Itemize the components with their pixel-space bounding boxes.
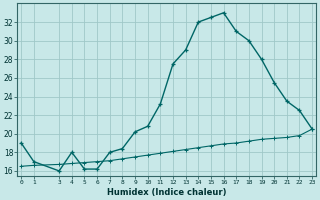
X-axis label: Humidex (Indice chaleur): Humidex (Indice chaleur) [107, 188, 227, 197]
